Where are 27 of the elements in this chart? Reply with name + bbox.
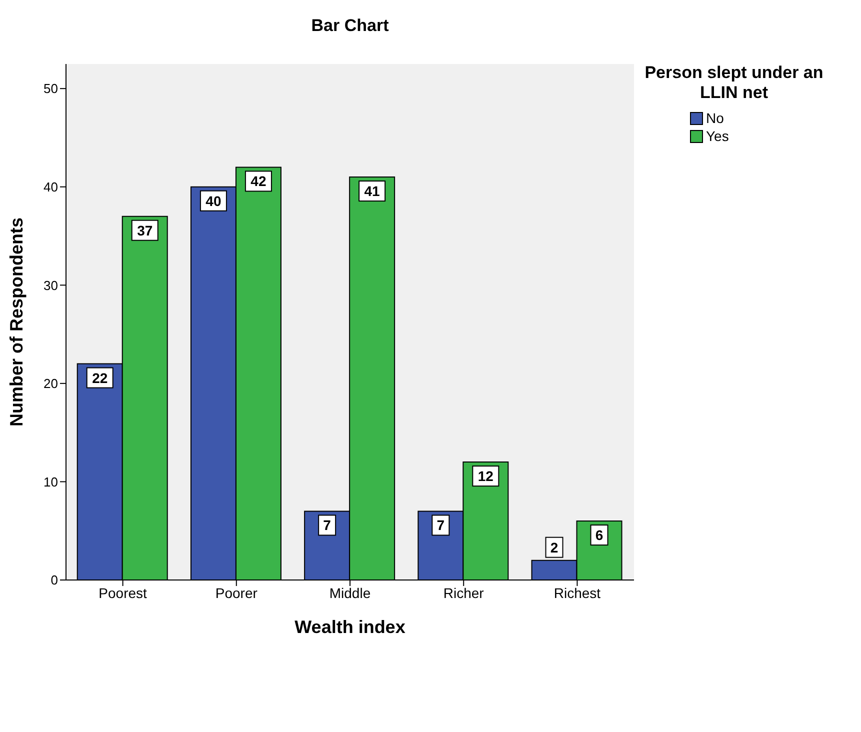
data-label: 2 [550, 539, 558, 556]
y-tick-label: 0 [50, 572, 58, 588]
x-tick-label: Poorest [98, 584, 148, 601]
x-tick-label: Middle [329, 584, 371, 601]
y-tick-label: 30 [44, 278, 58, 293]
data-label: 12 [478, 468, 494, 484]
y-tick-label: 20 [44, 376, 58, 392]
data-label: 7 [436, 517, 445, 534]
data-label: 7 [323, 517, 332, 534]
data-label: 40 [206, 192, 222, 209]
legend-title: Person slept under an LLIN net [644, 63, 824, 103]
data-label: 22 [92, 370, 108, 386]
data-label: 41 [364, 183, 380, 200]
y-axis-title: Number of Respondents [6, 217, 26, 427]
data-label: 37 [137, 222, 153, 238]
chart-title: Bar Chart [310, 16, 390, 36]
legend-label: Yes [706, 128, 729, 144]
y-tick-label: 40 [44, 179, 58, 194]
data-label: 42 [250, 173, 266, 190]
x-tick-label: Poorer [215, 584, 258, 601]
y-tick-label: 50 [44, 81, 58, 96]
x-tick-label: Richer [443, 584, 484, 601]
legend-label: No [706, 110, 724, 126]
x-axis-title: Wealth index [294, 617, 406, 637]
x-tick-label: Richest [554, 584, 601, 601]
data-label: 6 [595, 527, 604, 544]
y-tick-label: 10 [44, 474, 58, 490]
